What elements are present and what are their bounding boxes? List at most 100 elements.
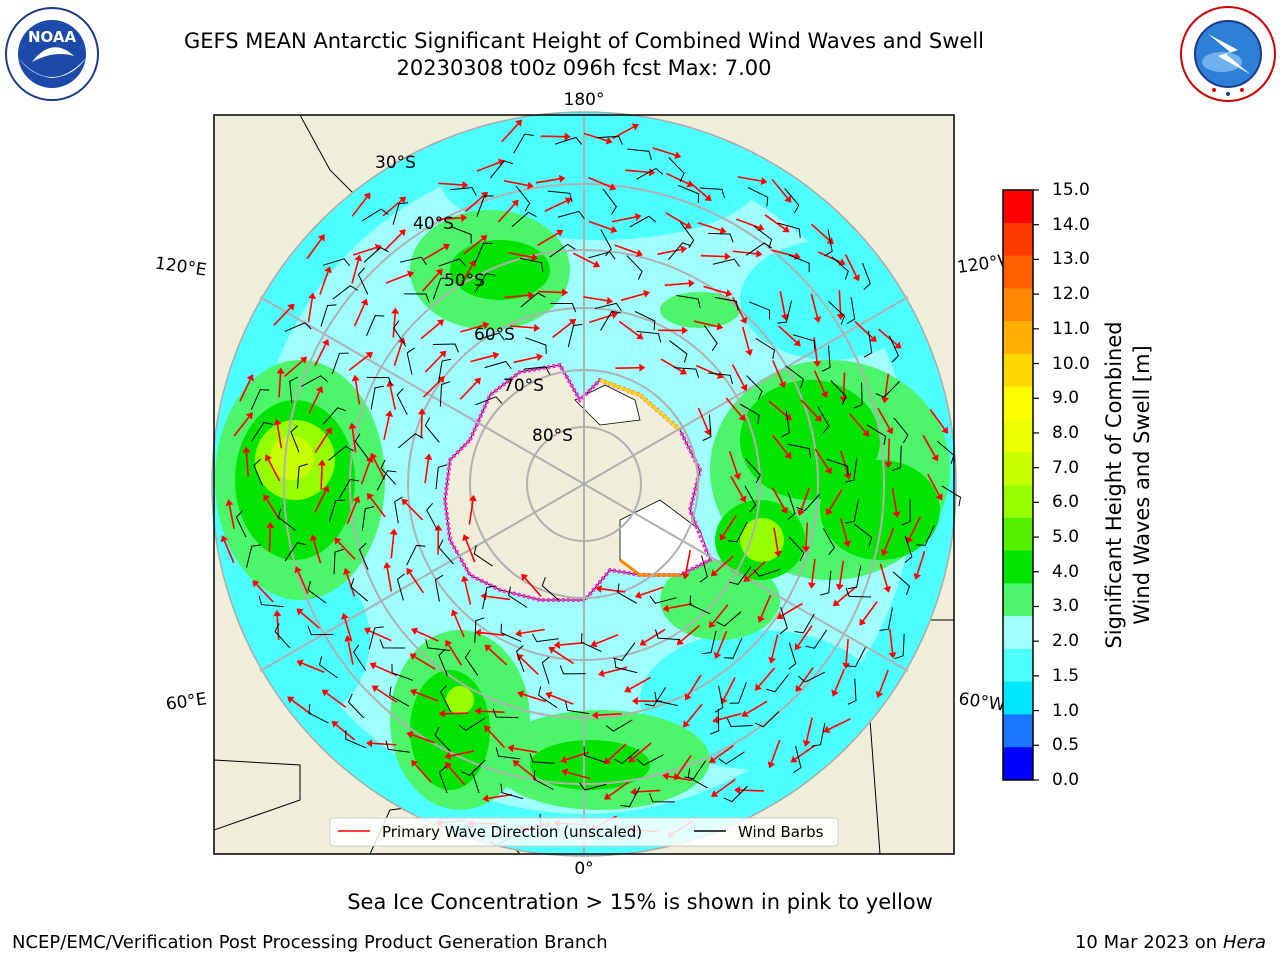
wind-barb: [515, 645, 525, 673]
wave-arrow-shaft: [447, 644, 463, 666]
wave-arrow-shaft: [771, 179, 789, 199]
wave-arrow-shaft: [676, 754, 692, 776]
wave-arrow-head: [360, 298, 369, 306]
wave-arrow-head: [757, 615, 765, 623]
wind-barb: [475, 396, 503, 406]
wave-arrow-shaft: [513, 747, 538, 754]
wave-arrow-shaft: [684, 549, 692, 574]
wave-arrow-shaft: [420, 414, 423, 439]
wind-barb: [533, 770, 554, 790]
wind-barb: [307, 581, 327, 604]
wind-barb: [888, 335, 900, 363]
wave-arrow-shaft: [878, 328, 898, 346]
wave-arrow-head: [679, 367, 687, 375]
wave-arrow-shaft: [268, 527, 272, 552]
wave-arrow-head: [398, 196, 407, 204]
wave-arrow-head: [322, 338, 330, 347]
wave-arrow-head: [790, 755, 798, 763]
wave-arrow-head: [370, 452, 378, 460]
wave-arrow-shaft: [414, 763, 432, 783]
wind-barb: [798, 671, 825, 683]
wave-arrow-head: [824, 466, 832, 475]
wave-arrow-head: [881, 397, 890, 404]
chart-title: GEFS MEAN Antarctic Significant Height o…: [183, 29, 985, 53]
wave-arrow-head: [605, 136, 613, 145]
colorbar-swatch: [1003, 255, 1033, 289]
wind-barb: [941, 485, 962, 507]
wind-barb: [482, 585, 496, 610]
wave-arrow-head: [341, 612, 349, 620]
wave-arrow-shaft: [393, 342, 403, 366]
wind-barb: [547, 190, 573, 203]
wave-arrow-head: [760, 177, 768, 186]
wind-barb: [385, 740, 411, 753]
nws-logo: [1180, 6, 1276, 102]
wind-barb: [235, 510, 247, 538]
wind-barb: [523, 366, 551, 376]
noaa-logo: NOAA: [5, 7, 99, 101]
wave-arrow-head: [410, 688, 418, 697]
wave-arrow-head: [511, 199, 519, 207]
wave-arrow-shaft: [504, 180, 528, 187]
wave-arrow-head: [740, 383, 748, 392]
colorbar-swatch: [1003, 583, 1033, 617]
wind-barb: [634, 311, 656, 331]
wave-arrow-head: [556, 229, 564, 237]
colorbar-swatch: [1003, 648, 1033, 683]
wave-arrow-head: [242, 446, 251, 453]
wave-arrow-head: [820, 390, 829, 399]
wave-arrow-shaft: [389, 386, 397, 410]
wind-barb: [370, 385, 384, 410]
wind-barb: [689, 595, 711, 615]
wave-arrow-head: [401, 498, 409, 506]
wave-arrow-shaft: [618, 320, 640, 337]
wave-arrow-shaft: [438, 182, 463, 186]
wave-arrow-shaft: [781, 602, 803, 617]
wave-arrow-shaft: [488, 793, 513, 800]
wave-arrow-shaft: [845, 639, 849, 664]
wave-arrow-shaft: [476, 161, 500, 172]
wave-arrow-head: [296, 659, 304, 667]
wind-barb: [753, 225, 773, 249]
wave-arrow-shaft: [424, 459, 430, 484]
wave-arrow-head: [266, 521, 275, 528]
wind-barb: [845, 587, 872, 598]
wind-barb: [892, 571, 911, 595]
wave-arrow-head: [462, 180, 469, 189]
wave-arrow-shaft: [716, 630, 728, 654]
wave-arrow-head: [628, 755, 636, 763]
wave-arrow-head: [367, 492, 374, 501]
wave-arrow-head: [354, 254, 363, 262]
wave-arrow-head: [561, 768, 569, 777]
wave-arrow-head: [807, 582, 816, 589]
wave-arrow-head: [886, 427, 894, 435]
wave-arrow-head: [497, 158, 505, 167]
wave-arrow-shaft: [746, 700, 768, 715]
wave-arrow-head: [439, 350, 447, 358]
wind-barb: [439, 381, 451, 407]
wind-barb: [296, 463, 308, 489]
wave-arrow-shaft: [351, 260, 360, 284]
wind-barb: [600, 310, 621, 331]
wave-arrow-shaft: [839, 560, 845, 585]
wind-barb: [399, 256, 427, 265]
wind-barb: [866, 424, 887, 446]
wave-arrow-shaft: [811, 558, 816, 583]
wave-arrow-head: [482, 794, 489, 803]
wind-barb: [557, 210, 585, 219]
wave-arrow-head: [598, 669, 605, 678]
colorbar-tick-label: 9.0: [1052, 388, 1080, 409]
wave-arrow-shaft: [712, 604, 729, 624]
wave-arrow-head: [609, 183, 617, 191]
wave-arrow-head: [683, 720, 690, 728]
wind-barb: [779, 606, 788, 635]
wind-barb: [627, 148, 652, 161]
wave-arrow-shaft: [508, 251, 533, 259]
wave-arrow-head: [564, 197, 572, 205]
wave-arrow-shaft: [839, 518, 848, 542]
wind-barb: [567, 323, 583, 347]
wave-arrow-shaft: [887, 438, 891, 463]
wave-arrow-head: [745, 349, 753, 356]
wind-barb: [811, 723, 826, 747]
wave-arrow-head: [389, 528, 398, 535]
